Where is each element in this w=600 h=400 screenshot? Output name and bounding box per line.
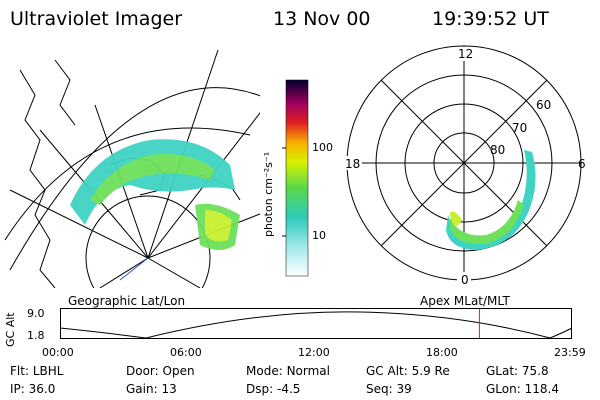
altitude-xtick: 00:00 — [42, 346, 74, 359]
info-seq: Seq: 39 — [366, 382, 412, 396]
mlt-label-0: 0 — [461, 273, 469, 287]
meridian-line — [147, 257, 201, 288]
info-dsp: Dsp: -4.5 — [246, 382, 301, 396]
info-door: Door: Open — [126, 364, 195, 378]
polar-plot — [338, 45, 597, 286]
geo-panel-label: Geographic Lat/Lon — [68, 294, 186, 308]
info-gc-alt: GC Alt: 5.9 Re — [366, 364, 450, 378]
time-label: 19:39:52 UT — [432, 8, 549, 30]
latitude-circle — [85, 195, 211, 288]
colorbar-gradient — [285, 79, 309, 277]
altitude-plot — [60, 308, 573, 339]
altitude-curve — [60, 311, 573, 339]
geographic-map — [4, 49, 260, 288]
colorbar — [282, 79, 309, 277]
mlat-label-80: 80 — [490, 143, 506, 157]
info-filter: Flt: LBHL — [10, 364, 64, 378]
altitude-plot-frame — [60, 308, 572, 339]
coastline — [54, 59, 76, 126]
aurora-region — [450, 211, 462, 226]
colorbar-unit-label: photon cm⁻²s⁻¹ — [262, 151, 275, 237]
coastline — [19, 69, 56, 288]
info-gain: Gain: 13 — [126, 382, 177, 396]
latitude-arc — [9, 87, 260, 271]
mlt-line — [380, 79, 548, 247]
mlt-label-6: 6 — [578, 157, 586, 171]
latitude-arc — [4, 127, 251, 241]
colorbar-tick-label: 100 — [312, 141, 333, 154]
mlt-label-12: 12 — [458, 47, 474, 61]
mlat-label-70: 70 — [512, 121, 528, 135]
info-glat: GLat: 75.8 — [486, 364, 549, 378]
altitude-ytick: 9.0 — [27, 307, 45, 320]
date-label: 13 Nov 00 — [273, 8, 371, 30]
label-bg — [457, 272, 471, 286]
label-bg — [338, 156, 362, 170]
mlat-label-60: 60 — [536, 98, 552, 112]
altitude-axis-label: GC Alt — [4, 312, 17, 347]
info-ip: IP: 36.0 — [10, 382, 56, 396]
aurora-region — [450, 200, 524, 245]
altitude-ytick: 1.8 — [27, 329, 45, 342]
aurora-region — [90, 154, 215, 205]
colorbar-tick-label: 10 — [312, 229, 326, 242]
polar-panel-label: Apex MLat/MLT — [420, 294, 510, 308]
altitude-xtick: 23:59 — [554, 346, 586, 359]
instrument-title: Ultraviolet Imager — [10, 8, 183, 30]
label-bg — [583, 156, 597, 170]
orbit-track — [119, 257, 149, 281]
info-mode: Mode: Normal — [246, 364, 330, 378]
mlt-label-18: 18 — [345, 157, 361, 171]
altitude-xtick: 12:00 — [298, 346, 330, 359]
altitude-xtick: 06:00 — [170, 346, 202, 359]
meridian-line — [99, 257, 149, 288]
info-glon: GLon: 118.4 — [486, 382, 559, 396]
aurora-region — [205, 210, 232, 242]
meridian-line — [9, 189, 149, 259]
label-bg — [455, 47, 473, 61]
altitude-xtick: 18:00 — [426, 346, 458, 359]
